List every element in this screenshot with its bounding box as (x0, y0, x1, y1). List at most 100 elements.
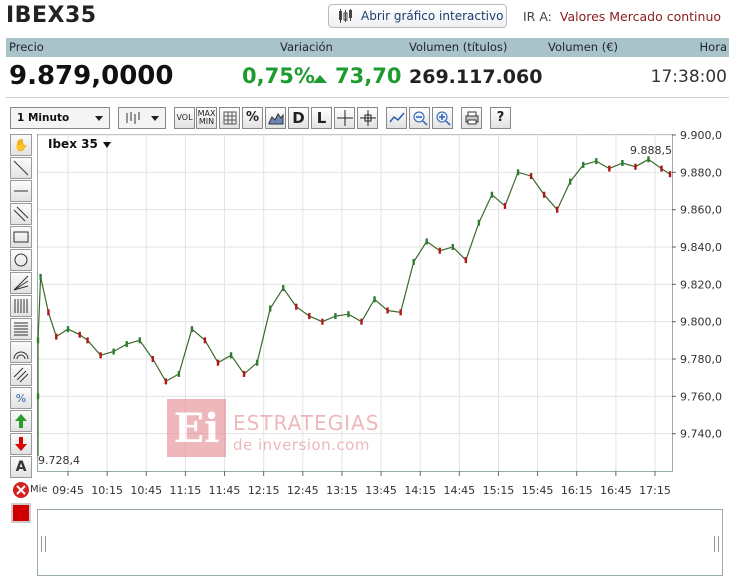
delete-icon (13, 482, 29, 498)
ellipse-tool[interactable] (10, 249, 32, 271)
grid-icon (223, 111, 236, 125)
y-tick-label: 9.900,0 (680, 129, 722, 142)
crosshair-icon (336, 110, 353, 126)
x-tick-label: 13:45 (365, 484, 397, 497)
hand-icon: ✋ (13, 138, 29, 152)
grid-toggle-button[interactable] (219, 107, 240, 129)
x-tick-label: 15:45 (522, 484, 554, 497)
zoom-out-button[interactable] (409, 107, 430, 129)
watermark-line2: de inversion.com (233, 436, 370, 454)
watermark-logo: Ei ESTRATEGIAS de inversion.com (167, 399, 387, 459)
time-value: 17:38:00 (650, 67, 727, 87)
chevron-down-icon (151, 116, 159, 121)
change-percent: 0,75% (242, 64, 315, 88)
horizontal-line-tool[interactable] (10, 180, 32, 202)
percent-icon: % (15, 391, 27, 405)
fan-tool[interactable] (10, 272, 32, 294)
open-interactive-chart-button[interactable]: Abrir gráfico interactivo (328, 4, 507, 28)
zoom-in-button[interactable] (432, 107, 453, 129)
zoom-out-icon (413, 111, 428, 126)
vertical-lines-icon (14, 299, 28, 313)
x-tick-label: 10:15 (91, 484, 123, 497)
x-tick-label: 09:45 (52, 484, 84, 497)
day-label: Mie (30, 484, 48, 495)
circle-icon (14, 253, 28, 267)
quote-header-row: Precio Variación Volumen (títulos) Volum… (6, 38, 729, 57)
cross-cursor-button[interactable] (357, 107, 378, 129)
chart-type-select[interactable] (118, 107, 166, 129)
candlestick-icon (126, 112, 140, 124)
max-value-label: 9.888,5 (630, 144, 672, 157)
goto-nav: IR A: Valores Mercado continuo (523, 9, 721, 24)
navigator-left-handle[interactable] (41, 536, 46, 552)
open-interactive-chart-label: Abrir gráfico interactivo (361, 9, 504, 23)
area-chart-icon (268, 113, 283, 125)
pitchfork-tool[interactable] (10, 364, 32, 386)
x-tick-label: 12:45 (287, 484, 319, 497)
horizontal-levels-icon (14, 322, 28, 336)
channel-tool[interactable] (10, 203, 32, 225)
x-tick-label: 16:45 (600, 484, 632, 497)
crosshair-button[interactable] (334, 107, 355, 129)
color-picker[interactable] (11, 503, 31, 523)
navigator-right-handle[interactable] (714, 536, 719, 552)
y-tick-label: 9.860,0 (680, 204, 722, 217)
y-tick-label: 9.840,0 (680, 241, 722, 254)
chevron-down-icon (95, 116, 103, 121)
horizontal-line-icon (14, 190, 28, 192)
header-hora: Hora (699, 40, 727, 54)
print-button[interactable] (461, 107, 482, 129)
chevron-down-icon (102, 141, 111, 148)
y-tick-label: 9.800,0 (680, 316, 722, 329)
line-button[interactable]: L (311, 107, 332, 129)
line-tool-button[interactable] (386, 107, 407, 129)
help-button[interactable]: ? (490, 107, 511, 129)
goto-label: IR A: (523, 9, 552, 24)
instrument-label: Ibex 35 (48, 137, 98, 151)
text-tool[interactable]: A (10, 456, 32, 478)
fibonacci-vertical-tool[interactable] (10, 295, 32, 317)
interval-select-value: 1 Minuto (17, 112, 70, 124)
volume-toggle-button[interactable]: VOL (174, 107, 195, 129)
y-tick-label: 9.780,0 (680, 353, 722, 366)
maxmin-toggle-button[interactable]: MAX MIN (196, 107, 217, 129)
candlestick-icon (339, 9, 352, 23)
buy-arrow-tool[interactable] (10, 410, 32, 432)
page-title: IBEX35 (6, 3, 97, 28)
min-value-label: 9.728,4 (38, 454, 80, 467)
hand-tool[interactable]: ✋ (10, 134, 32, 156)
chart-toolbar: 1 Minuto VOL MAX MIN % D L (6, 104, 729, 130)
pitchfork-icon (13, 367, 29, 383)
cross-cursor-icon (359, 110, 376, 126)
x-tick-label: 12:15 (248, 484, 280, 497)
percent-tool[interactable]: % (10, 387, 32, 409)
parallel-lines-icon (13, 206, 29, 222)
line-label: L (316, 109, 327, 127)
fibonacci-tool[interactable] (10, 318, 32, 340)
interval-select[interactable]: 1 Minuto (10, 107, 110, 129)
help-label: ? (496, 110, 505, 125)
red-arrow-down-icon (15, 437, 27, 451)
x-tick-label: 11:45 (209, 484, 241, 497)
area-chart-button[interactable] (265, 107, 286, 129)
y-tick-label: 9.760,0 (680, 390, 722, 403)
diagonal-line-icon (13, 160, 29, 176)
goto-link[interactable]: Valores Mercado continuo (559, 9, 722, 24)
rectangle-tool[interactable] (10, 226, 32, 248)
percent-toggle-button[interactable]: % (242, 107, 263, 129)
x-tick-label: 13:15 (326, 484, 358, 497)
volume-toggle-label: VOL (176, 113, 193, 122)
delete-tool[interactable] (10, 479, 32, 501)
x-tick-label: 10:45 (130, 484, 162, 497)
arc-icon (13, 351, 29, 360)
arc-tool[interactable] (10, 341, 32, 363)
header-variacion: Variación (280, 40, 333, 54)
daily-button[interactable]: D (288, 107, 309, 129)
navigator[interactable] (37, 509, 723, 576)
rectangle-icon (13, 231, 29, 243)
x-tick-label: 15:15 (483, 484, 515, 497)
sell-arrow-tool[interactable] (10, 433, 32, 455)
instrument-selector[interactable]: Ibex 35 (48, 137, 111, 151)
trendline-tool[interactable] (10, 157, 32, 179)
arrow-up-icon (313, 75, 327, 83)
